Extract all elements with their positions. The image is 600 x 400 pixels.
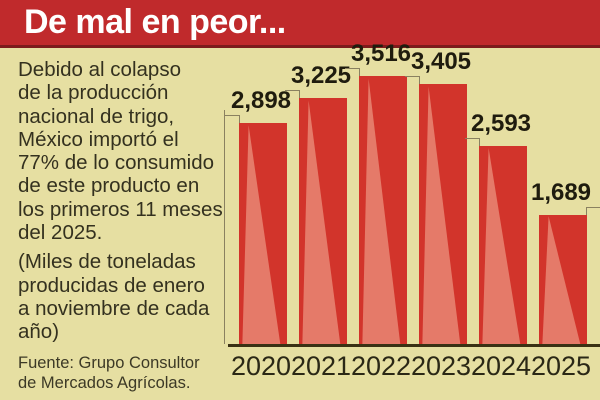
bar-value-label: 2,898 bbox=[230, 87, 292, 114]
units-note: (Miles de toneladas producidas de enero … bbox=[18, 250, 210, 344]
bar-2022 bbox=[359, 76, 407, 344]
x-axis-label: 2022 bbox=[350, 351, 412, 381]
label-leader-line bbox=[359, 68, 360, 76]
bar-2024 bbox=[479, 146, 527, 344]
bar-value-label: 3,405 bbox=[410, 48, 472, 75]
bar-2021 bbox=[299, 98, 347, 344]
label-leader-line bbox=[479, 138, 480, 146]
bar-value-label: 3,516 bbox=[350, 40, 412, 67]
header-banner: De mal en peor... bbox=[0, 0, 600, 48]
x-axis-label: 2024 bbox=[470, 351, 532, 381]
bar-2023 bbox=[419, 84, 467, 344]
label-leader-line bbox=[587, 207, 600, 208]
bar-highlight bbox=[422, 86, 461, 344]
bar-highlight bbox=[302, 100, 341, 344]
y-axis-line bbox=[224, 110, 225, 344]
label-leader-line bbox=[419, 76, 420, 84]
intro-paragraph: Debido al colapso de la producción nacio… bbox=[18, 58, 223, 245]
x-axis-label: 2021 bbox=[290, 351, 352, 381]
intro-text-block: Debido al colapso de la producción nacio… bbox=[18, 58, 256, 400]
bar-highlight bbox=[362, 78, 401, 344]
label-leader-line bbox=[586, 207, 587, 215]
bar-highlight bbox=[482, 147, 521, 344]
label-leader-line bbox=[465, 138, 480, 139]
bar-2020 bbox=[239, 123, 287, 344]
bar-highlight bbox=[542, 216, 581, 344]
bar-2025 bbox=[539, 215, 587, 344]
label-leader-line bbox=[239, 115, 240, 123]
x-axis-label: 2020 bbox=[230, 351, 292, 381]
page-title: De mal en peor... bbox=[24, 3, 286, 41]
x-axis-label: 2025 bbox=[530, 351, 592, 381]
label-leader-line bbox=[225, 115, 240, 116]
label-leader-line bbox=[345, 68, 360, 69]
bar-value-label: 3,225 bbox=[290, 62, 352, 89]
x-axis-label: 2023 bbox=[410, 351, 472, 381]
label-leader-line bbox=[285, 90, 300, 91]
label-leader-line bbox=[299, 90, 300, 98]
x-axis-line bbox=[228, 344, 600, 347]
bar-highlight bbox=[242, 125, 281, 344]
source-note: Fuente: Grupo Consultor de Mercados Agrí… bbox=[18, 353, 200, 393]
label-leader-line bbox=[405, 76, 420, 77]
bar-value-label: 2,593 bbox=[470, 110, 532, 137]
bar-value-label: 1,689 bbox=[530, 179, 592, 206]
